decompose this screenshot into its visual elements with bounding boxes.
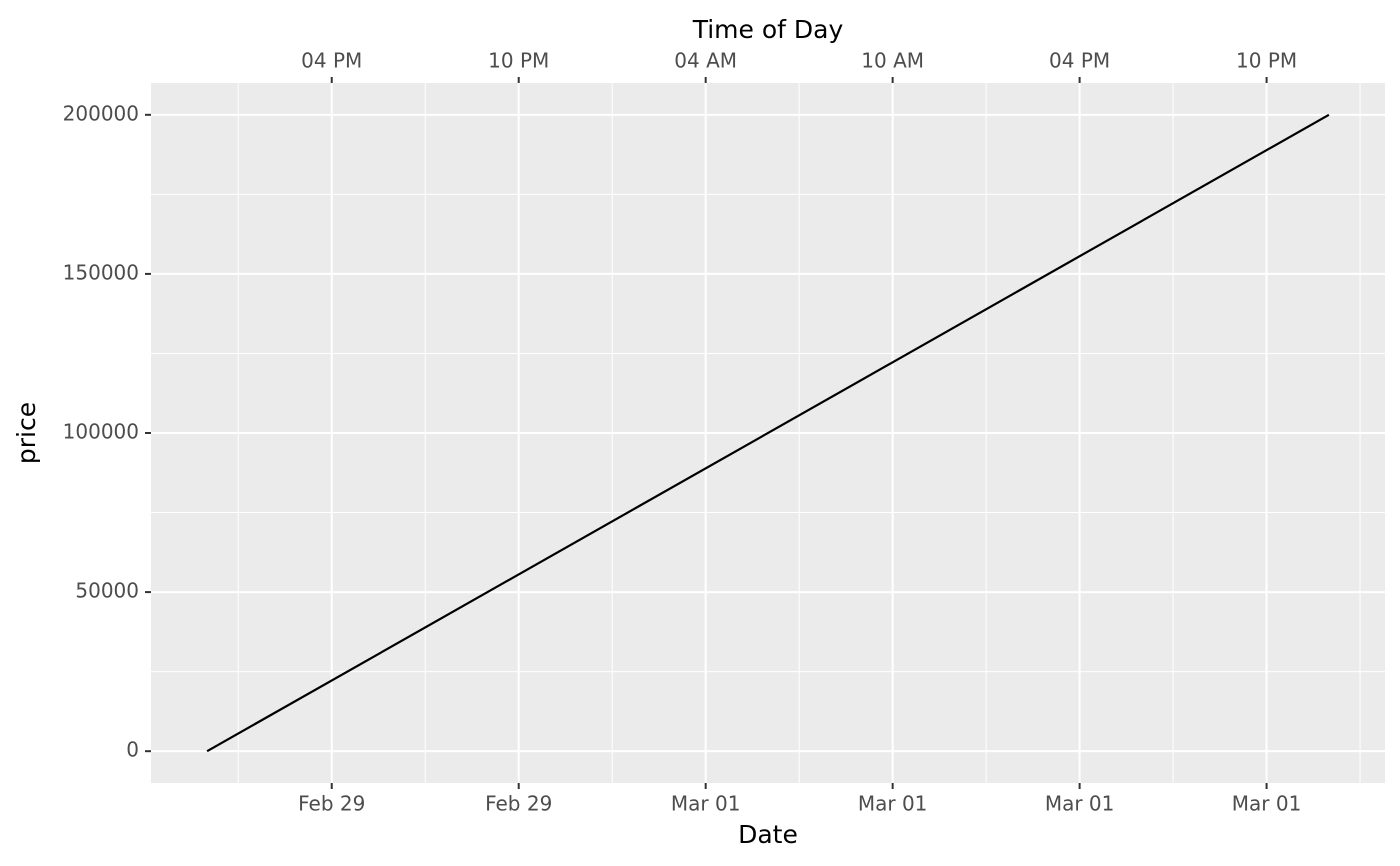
x-tick-label: Feb 29 bbox=[298, 792, 365, 816]
x2-tick-label: 10 AM bbox=[861, 49, 924, 73]
y-tick-label: 0 bbox=[126, 738, 139, 762]
x2-tick-label: 10 PM bbox=[488, 49, 549, 73]
x-tick-label: Mar 01 bbox=[671, 792, 741, 816]
y-tick-label: 150000 bbox=[63, 260, 139, 284]
x2-tick-label: 04 PM bbox=[301, 49, 362, 73]
x2-tick-label: 04 PM bbox=[1049, 49, 1110, 73]
y-axis-title: price bbox=[12, 402, 41, 464]
x2-axis-title: Time of Day bbox=[692, 15, 844, 44]
x-tick-label: Feb 29 bbox=[485, 792, 552, 816]
x-axis-title: Date bbox=[738, 820, 798, 849]
y-tick-label: 200000 bbox=[63, 101, 139, 125]
line bbox=[206, 113, 1330, 753]
x2-tick-label: 10 PM bbox=[1236, 49, 1297, 73]
x-tick-label: Mar 01 bbox=[1045, 792, 1115, 816]
x2-tick-label: 04 AM bbox=[674, 49, 737, 73]
x-tick-label: Mar 01 bbox=[1232, 792, 1302, 816]
y-tick-label: 50000 bbox=[75, 579, 139, 603]
x-tick-label: Mar 01 bbox=[858, 792, 928, 816]
y-tick-label: 100000 bbox=[63, 420, 139, 444]
